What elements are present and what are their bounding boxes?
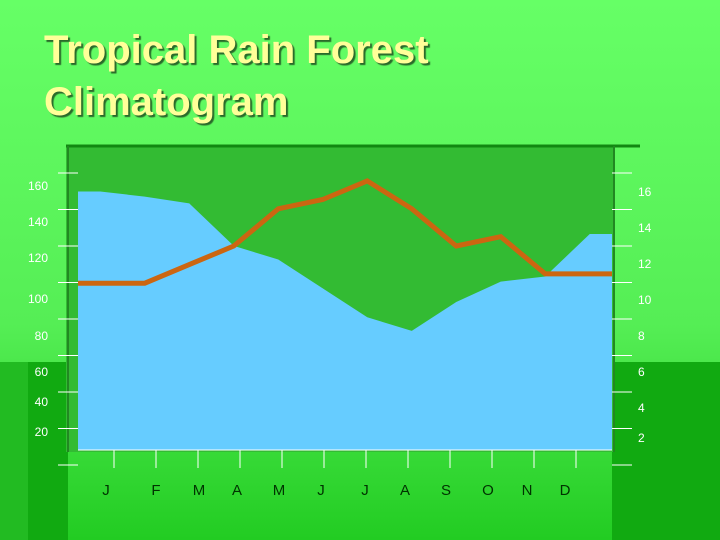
left-tick-label: 40 [35, 395, 49, 409]
left-tick-label: 100 [28, 292, 48, 306]
slide-title: Tropical Rain Forest Climatogram [44, 24, 429, 128]
month-label: A [400, 482, 410, 499]
title-line: Climatogram [44, 80, 289, 124]
left-tick-label: 160 [28, 179, 48, 193]
right-tick-label: 2 [638, 431, 645, 445]
decorative-band [0, 362, 28, 540]
left-tick-label: 20 [35, 425, 49, 439]
month-label: M [193, 482, 206, 499]
month-label: F [151, 482, 160, 499]
month-label: D [560, 482, 571, 499]
month-label: M [273, 482, 286, 499]
month-label: O [482, 482, 494, 499]
right-tick-label: 4 [638, 401, 645, 415]
title-line: Tropical Rain Forest [44, 28, 429, 72]
right-tick-label: 14 [638, 221, 652, 235]
right-tick-label: 8 [638, 329, 645, 343]
month-label: N [522, 482, 533, 499]
right-tick-label: 10 [638, 293, 652, 307]
month-label: J [102, 482, 110, 499]
right-tick-label: 16 [638, 185, 652, 199]
left-tick-label: 80 [35, 329, 49, 343]
left-tick-label: 120 [28, 251, 48, 265]
month-label: J [361, 482, 369, 499]
temperature-line [78, 178, 612, 286]
month-label: S [441, 482, 451, 499]
month-label: A [232, 482, 242, 499]
left-tick-label: 140 [28, 215, 48, 229]
month-label: J [317, 482, 325, 499]
left-tick-label: 60 [35, 365, 49, 379]
right-tick-label: 12 [638, 257, 652, 271]
right-tick-label: 6 [638, 365, 645, 379]
